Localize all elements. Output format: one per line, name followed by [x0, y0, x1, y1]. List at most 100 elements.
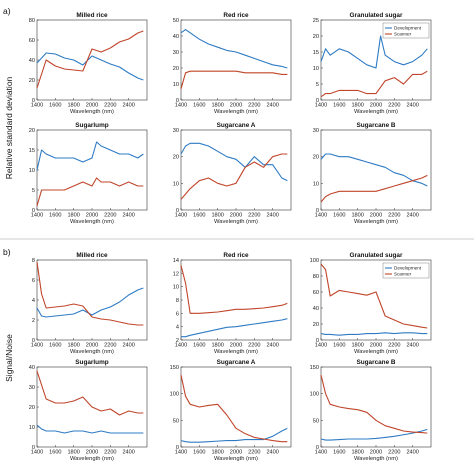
y-tick-label: 40: [29, 58, 35, 64]
y-tick-label: 20: [313, 322, 319, 328]
x-tick-label: 2400: [122, 103, 134, 109]
x-tick-label: 2000: [370, 213, 382, 219]
subplot-title: Sugarcane B: [356, 359, 395, 366]
x-axis-label: Wavelength (nm): [70, 219, 114, 225]
y-tick-label: 14: [173, 258, 179, 264]
y-tick-label: 150: [310, 365, 319, 371]
subplot-a-sugarcane-a: Sugarcane A 0 10 20 30 1400 1600 1800 2000 2200 24…: [173, 122, 292, 225]
series-development-line: [320, 153, 428, 187]
x-tick-label: 1600: [49, 103, 61, 109]
y-tick-label: 5: [316, 82, 319, 88]
x-tick-label: 1600: [333, 103, 345, 109]
y-tick-label: 6: [176, 311, 179, 317]
y-tick-label: 10: [173, 285, 179, 291]
x-tick-label: 2000: [86, 450, 98, 456]
x-tick-label: 1800: [67, 103, 79, 109]
x-tick-label: 2000: [86, 103, 98, 109]
x-tick-label: 1400: [175, 450, 187, 456]
y-tick-label: 0: [32, 208, 35, 214]
y-tick-label: 15: [29, 148, 35, 154]
x-tick-label: 1800: [211, 450, 223, 456]
x-axis-label: Wavelength (nm): [70, 456, 114, 462]
x-tick-label: 1800: [351, 213, 363, 219]
legend-box: [382, 22, 430, 39]
y-tick-label: 12: [173, 271, 179, 277]
subplot-b-red-rice: Red rice 2 4 6 8 10 12 14 1400 1600 1800 2000 2200 24…: [173, 252, 292, 355]
x-tick-label: 2200: [388, 213, 400, 219]
x-tick-label: 2000: [86, 213, 98, 219]
subplot-a-sugarcane-b: Sugarcane B 0 10 20 30 1400 1600 1800 2000 2200 24…: [313, 122, 432, 225]
y-tick-label: 0: [32, 445, 35, 451]
x-axis-label: Wavelength (nm): [70, 109, 114, 115]
x-tick-label: 2200: [248, 213, 260, 219]
panel-b-ylabel: Signal/Noise: [4, 334, 14, 382]
x-tick-label: 1600: [333, 450, 345, 456]
x-tick-label: 2200: [388, 103, 400, 109]
subplot-a-granulated-sugar: Granulated sugar 0 5 10 15 20 25 1400 1600 1800 20…: [313, 12, 432, 115]
subplot-title: Sugarlump: [75, 122, 108, 129]
y-tick-label: 10: [29, 425, 35, 431]
series-development-line: [180, 142, 288, 182]
x-tick-label: 2400: [266, 343, 278, 349]
x-tick-label: 1400: [175, 343, 187, 349]
legend-scanner-label: Scanner: [394, 272, 412, 277]
subplot-a-milled-rice: Milled rice 0 20 40 60 80 1400 1600 1800 2000 2200…: [29, 12, 148, 115]
subplot-title: Granulated sugar: [350, 12, 403, 19]
y-tick-label: 100: [310, 392, 319, 398]
subplot-b-sugarcane-b: Sugarcane B 0 50 100 150 1400 1600 1800 2000 2200…: [310, 359, 432, 462]
series-development-line: [36, 52, 144, 81]
x-tick-label: 1400: [315, 213, 327, 219]
subplot-title: Sugarcane A: [217, 359, 256, 366]
y-tick-label: 30: [313, 128, 319, 134]
y-tick-label: 0: [32, 98, 35, 104]
subplot-b-milled-rice: Milled rice 0 2 4 6 8 1400 1600 1800 2000 2200 2400…: [31, 252, 148, 355]
x-tick-label: 1400: [175, 213, 187, 219]
x-axis-label: Wavelength (nm): [354, 109, 398, 115]
x-tick-label: 1800: [351, 343, 363, 349]
series-scanner-line: [320, 70, 428, 98]
x-tick-label: 2400: [266, 103, 278, 109]
y-tick-label: 10: [29, 168, 35, 174]
series-scanner-line: [320, 174, 428, 203]
x-axis-label: Wavelength (nm): [214, 456, 258, 462]
subplot-title: Milled rice: [76, 252, 108, 259]
series-scanner-line: [36, 261, 144, 326]
y-tick-label: 10: [173, 82, 179, 88]
x-tick-label: 2000: [230, 103, 242, 109]
x-axis-label: Wavelength (nm): [354, 456, 398, 462]
series-development-line: [36, 141, 144, 171]
x-tick-label: 2400: [122, 450, 134, 456]
x-tick-label: 1400: [315, 450, 327, 456]
series-scanner-line: [36, 30, 144, 89]
y-tick-label: 5: [32, 188, 35, 194]
plot-area: [180, 259, 292, 341]
y-tick-label: 100: [310, 258, 319, 264]
y-tick-label: 0: [32, 338, 35, 344]
y-tick-label: 20: [313, 155, 319, 161]
y-tick-label: 150: [170, 365, 179, 371]
x-tick-label: 2400: [122, 213, 134, 219]
series-development-line: [36, 287, 144, 318]
y-tick-label: 30: [173, 50, 179, 56]
x-tick-label: 2000: [230, 450, 242, 456]
x-tick-label: 1600: [193, 450, 205, 456]
x-tick-label: 1400: [315, 103, 327, 109]
series-scanner-line: [180, 70, 288, 89]
x-tick-label: 2200: [248, 343, 260, 349]
y-tick-label: 30: [29, 385, 35, 391]
subplot-title: Sugarlump: [75, 359, 108, 366]
y-tick-label: 2: [176, 338, 179, 344]
legend-development-label: Development: [394, 266, 422, 271]
x-tick-label: 1400: [31, 343, 43, 349]
y-tick-label: 8: [32, 258, 35, 264]
y-tick-label: 0: [176, 98, 179, 104]
x-tick-label: 2200: [388, 450, 400, 456]
x-tick-label: 2400: [406, 450, 418, 456]
x-tick-label: 2200: [104, 343, 116, 349]
y-tick-label: 8: [176, 298, 179, 304]
x-tick-label: 2400: [266, 450, 278, 456]
x-tick-label: 2200: [104, 103, 116, 109]
x-axis-label: Wavelength (nm): [214, 219, 258, 225]
x-tick-label: 2000: [230, 213, 242, 219]
y-tick-label: 10: [173, 181, 179, 187]
